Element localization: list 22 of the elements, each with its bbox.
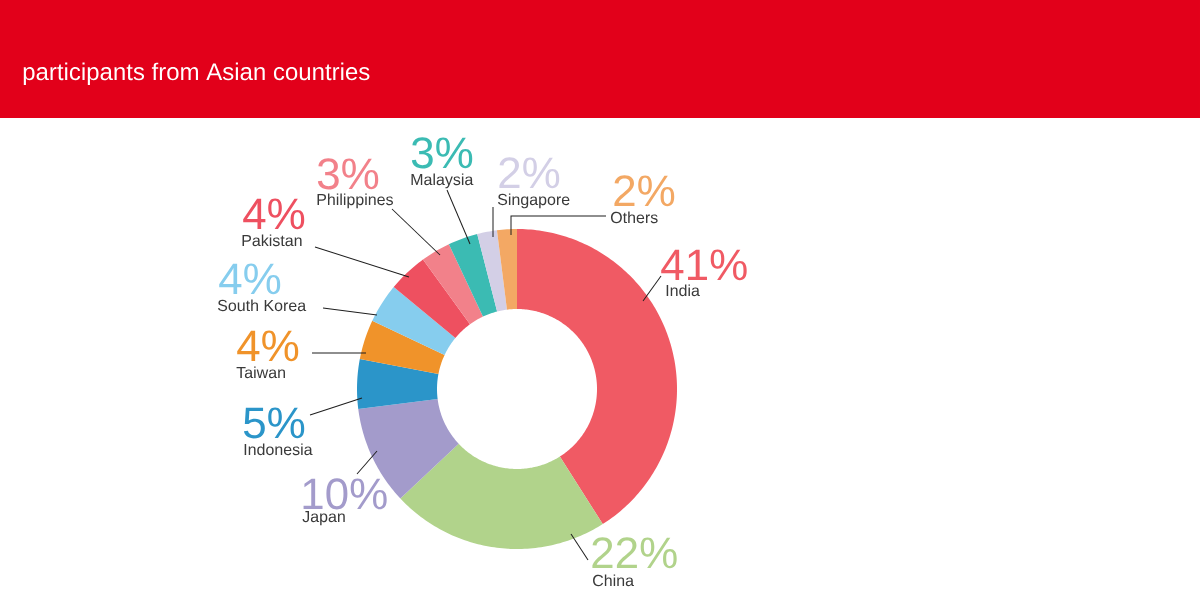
chart-title: participants from Asian countries [23,62,370,85]
data-label: 5% [243,407,305,439]
slice-label: China [593,574,634,587]
slice-label: India [666,284,700,297]
slice-label: Taiwan [236,366,285,379]
slice-label: Japan [302,510,345,526]
slice-label: Others [610,211,658,224]
data-label: 41% [661,249,747,281]
data-label: 2% [614,175,675,207]
data-label: 4% [243,198,305,230]
slice-label: Indonesia [244,443,313,456]
data-label: 4% [219,263,281,295]
slice-label: Singapore [497,193,570,209]
data-label: 3% [411,137,473,169]
data-label: 4% [237,330,299,362]
data-label: 3% [317,158,379,190]
slice-label: South Korea [217,299,307,312]
slice-label: Pakistan [242,234,302,247]
data-label: 22% [592,537,677,569]
data-label: 10% [303,478,387,510]
slice-label: Philippines [317,193,393,209]
slice-label: Malaysia [411,173,474,189]
